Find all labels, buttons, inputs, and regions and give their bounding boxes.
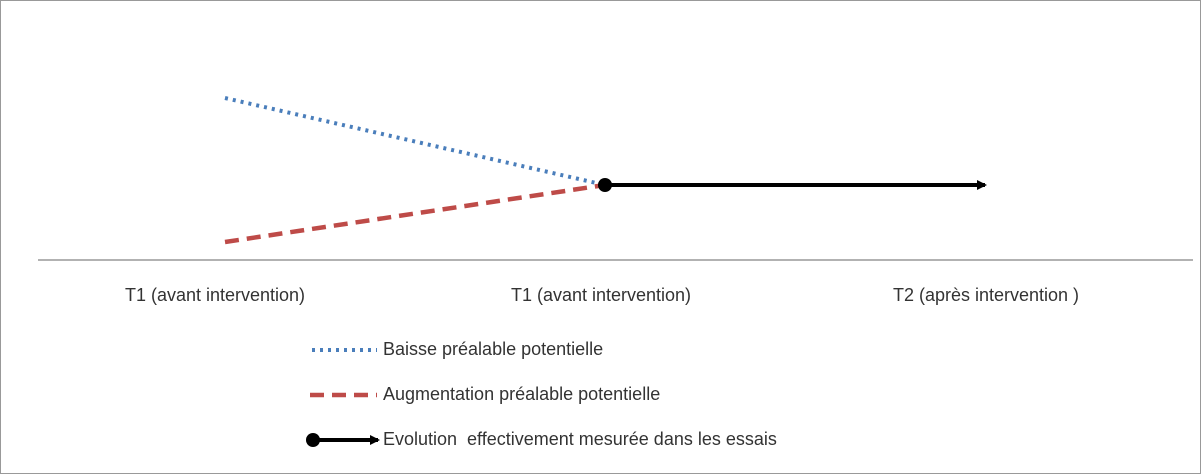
axis-label: T1 (avant intervention) (511, 285, 691, 305)
axis-label: T2 (après intervention ) (893, 285, 1079, 305)
start-dot (598, 178, 612, 192)
axis-label: T1 (avant intervention) (125, 285, 305, 305)
legend-label: Evolution effectivement mesurée dans les… (383, 429, 777, 449)
legend-label: Baisse préalable potentielle (383, 339, 603, 359)
decrease-line (224, 96, 606, 187)
legend-label: Augmentation préalable potentielle (383, 384, 660, 404)
legend-dot (306, 433, 320, 447)
increase-line (224, 182, 606, 245)
